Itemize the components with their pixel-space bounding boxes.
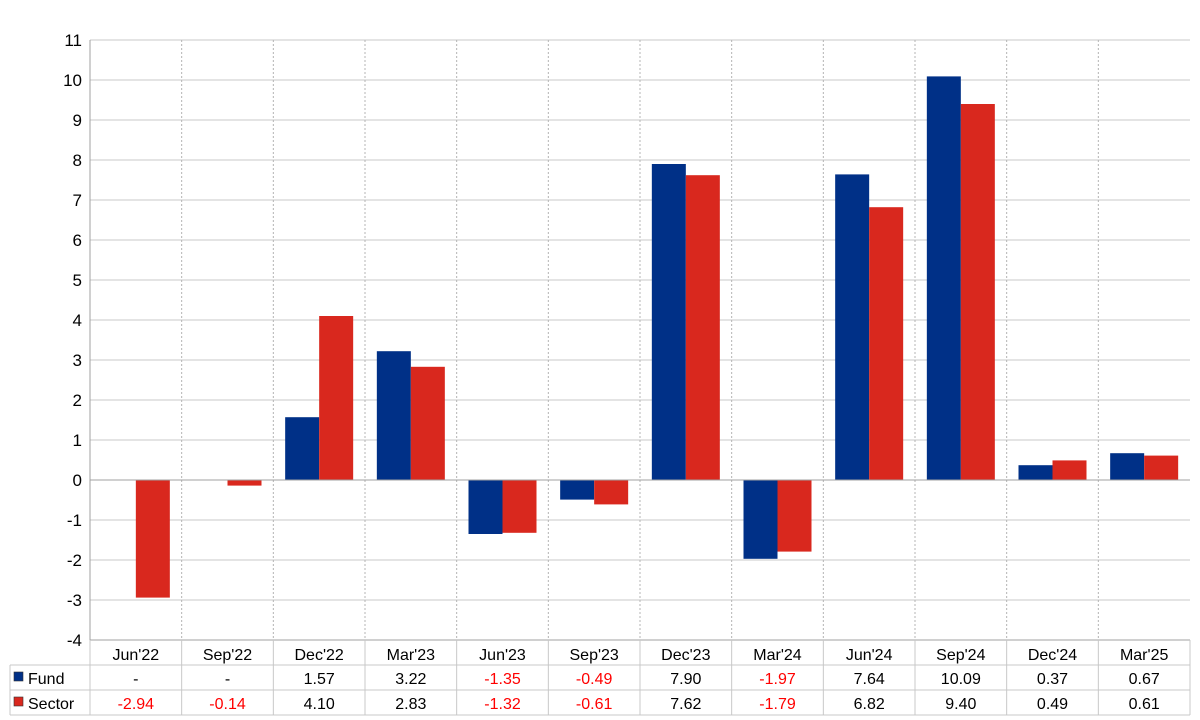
y-tick-label: -3 [67, 591, 82, 610]
data-label-sector: -1.79 [759, 696, 796, 713]
data-label-fund: 10.09 [941, 671, 981, 688]
data-label-fund: 7.90 [670, 671, 701, 688]
bar-fund [285, 417, 320, 480]
bar-fund [1110, 453, 1145, 480]
legend-label-sector: Sector [28, 696, 75, 713]
x-tick-label: Dec'24 [1028, 647, 1077, 664]
x-tick-label: Mar'24 [753, 647, 802, 664]
bar-fund [835, 174, 870, 480]
data-label-fund: -0.49 [576, 671, 613, 688]
y-tick-label: 11 [64, 31, 82, 50]
y-tick-label: 0 [73, 471, 82, 490]
legend-label-fund: Fund [28, 671, 64, 688]
data-label-sector: 9.40 [945, 696, 976, 713]
x-tick-label: Sep'22 [203, 647, 252, 664]
legend-swatch-sector [13, 696, 24, 707]
x-tick-label: Jun'23 [479, 647, 526, 664]
data-label-fund: 0.67 [1129, 671, 1160, 688]
x-tick-label: Sep'23 [570, 647, 619, 664]
y-tick-label: 4 [73, 311, 82, 330]
bar-fund [560, 480, 595, 500]
data-label-fund: - [133, 671, 138, 688]
bar-fund [468, 480, 503, 534]
data-label-sector: 0.61 [1129, 696, 1160, 713]
data-label-sector: -1.32 [484, 696, 521, 713]
y-tick-label: -4 [67, 631, 82, 650]
y-tick-label: 3 [73, 351, 82, 370]
bar-sector [502, 480, 537, 533]
data-label-sector: 0.49 [1037, 696, 1068, 713]
bar-fund [376, 351, 411, 480]
data-label-fund: - [225, 671, 230, 688]
y-tick-label: 1 [73, 431, 82, 450]
bar-sector [135, 480, 170, 598]
bar-sector [685, 175, 720, 480]
bar-fund [743, 480, 778, 559]
y-tick-label: 6 [73, 231, 82, 250]
data-label-fund: 3.22 [395, 671, 426, 688]
x-tick-label: Dec'23 [661, 647, 710, 664]
bar-sector [319, 316, 354, 480]
y-tick-label: 8 [73, 151, 82, 170]
y-axis-ticks: -4 -3 -2 -1 0 1 2 3 4 5 6 7 8 9 10 11 [63, 31, 82, 650]
bar-fund [1018, 465, 1053, 480]
data-label-sector: 2.83 [395, 696, 426, 713]
x-tick-label: Sep'24 [936, 647, 985, 664]
bars [135, 76, 1179, 598]
data-label-fund: -1.97 [759, 671, 796, 688]
data-label-fund: 7.64 [854, 671, 885, 688]
x-tick-label: Mar'23 [387, 647, 436, 664]
bar-sector [410, 366, 445, 480]
x-tick-label: Jun'24 [846, 647, 893, 664]
bar-sector [227, 480, 262, 486]
x-tick-label: Mar'25 [1120, 647, 1169, 664]
x-tick-label: Jun'22 [113, 647, 160, 664]
bar-fund [926, 76, 961, 481]
bar-sector [960, 104, 995, 480]
data-label-sector: 6.82 [854, 696, 885, 713]
y-tick-label: 10 [63, 71, 82, 90]
data-label-sector: 4.10 [304, 696, 335, 713]
data-label-sector: -0.14 [209, 696, 246, 713]
legend-swatch-fund [13, 671, 24, 682]
y-tick-label: -1 [67, 511, 82, 530]
bar-sector [777, 480, 812, 552]
bar-sector [594, 480, 629, 505]
data-label-fund: 0.37 [1037, 671, 1068, 688]
bar-sector [1144, 455, 1179, 480]
y-tick-label: -2 [67, 551, 82, 570]
data-label-sector: 7.62 [670, 696, 701, 713]
grid-lines [90, 39, 1190, 641]
y-tick-label: 9 [73, 111, 82, 130]
x-tick-label: Dec'22 [295, 647, 344, 664]
bar-sector [869, 207, 904, 480]
y-tick-label: 5 [73, 271, 82, 290]
data-table: Jun'22 Sep'22 Dec'22 Mar'23 Jun'23 Sep'23 Dec'… [9, 640, 1191, 716]
y-tick-label: 2 [73, 391, 82, 410]
bar-fund [651, 164, 686, 480]
bar-sector [1052, 460, 1087, 480]
data-label-fund: -1.35 [484, 671, 521, 688]
data-label-sector: -0.61 [576, 696, 613, 713]
data-label-fund: 1.57 [304, 671, 335, 688]
data-label-sector: -2.94 [118, 696, 155, 713]
y-tick-label: 7 [73, 191, 82, 210]
